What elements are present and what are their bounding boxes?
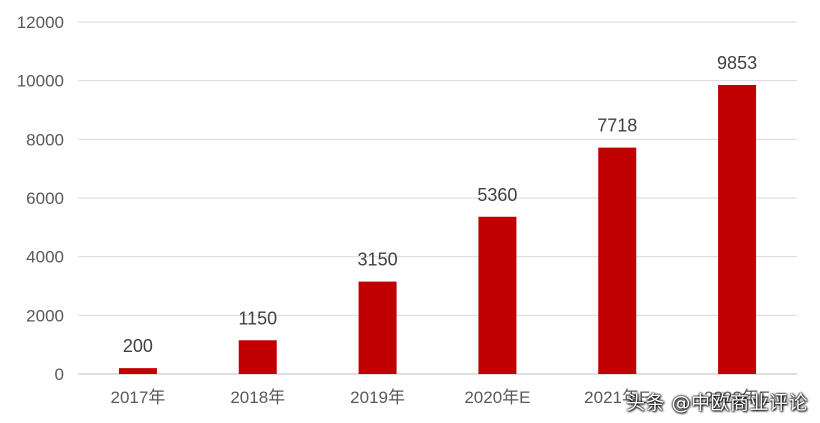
x-tick-label: 2022年E	[704, 388, 770, 407]
y-tick-label: 12000	[17, 13, 64, 32]
data-label: 9853	[717, 53, 757, 73]
x-axis-ticks: 2017年 2018年 2019年 2020年E 2021年E 2022年E	[111, 388, 771, 407]
bar	[238, 340, 277, 374]
data-label: 7718	[597, 116, 637, 136]
watermark: 头条 @中欧商业评论	[625, 392, 808, 414]
bar	[358, 281, 397, 374]
y-tick-label: 2000	[26, 306, 64, 325]
y-tick-label: 0	[55, 365, 64, 384]
y-tick-label: 6000	[26, 189, 64, 208]
bar	[118, 368, 157, 374]
x-tick-label: 2018年	[230, 388, 285, 407]
bars	[118, 84, 757, 374]
x-tick-label: 2019年	[350, 388, 405, 407]
y-tick-label: 4000	[26, 248, 64, 267]
bar	[478, 216, 517, 374]
bar	[718, 84, 757, 374]
data-label: 5360	[477, 185, 517, 205]
y-tick-label: 8000	[26, 130, 64, 149]
bar	[598, 147, 637, 374]
data-label: 200	[123, 336, 153, 356]
y-axis-ticks: 0 2000 4000 6000 8000 10000 12000	[17, 13, 64, 384]
gridlines	[78, 21, 797, 375]
y-tick-label: 10000	[17, 72, 64, 91]
data-label: 3150	[358, 250, 398, 270]
x-tick-label: 2021年E	[584, 388, 650, 407]
data-labels: 200 1150 3150 5360 7718 9853	[123, 53, 757, 356]
data-label: 1150	[238, 308, 277, 328]
x-tick-label: 2020年E	[464, 388, 530, 407]
x-tick-label: 2017年	[111, 388, 166, 407]
